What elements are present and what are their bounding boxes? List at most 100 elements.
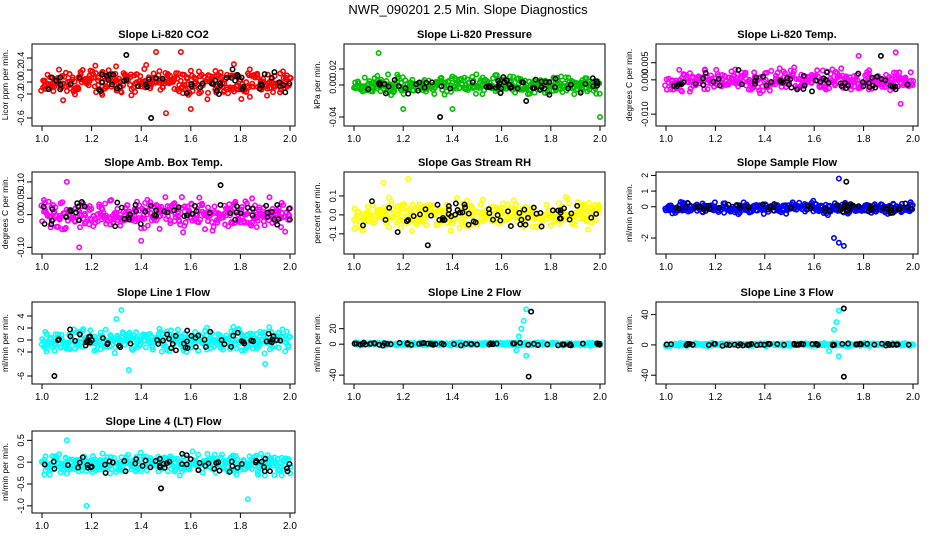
data-point — [225, 223, 232, 230]
data-point — [181, 203, 188, 210]
outlier-point — [830, 235, 837, 242]
data-point — [388, 198, 395, 205]
reference-point — [461, 201, 468, 208]
data-point — [566, 200, 573, 207]
y-axis-label: Licor ppm per min. — [0, 50, 10, 120]
reference-point — [519, 79, 526, 86]
data-point — [760, 210, 767, 217]
x-tick-label: 1.2 — [396, 262, 410, 273]
outlier-point — [217, 182, 224, 189]
data-point — [156, 325, 163, 332]
y-tick-label: 4 — [16, 313, 26, 318]
outlier-point — [163, 110, 170, 117]
plot-frame — [655, 43, 919, 127]
data-point — [60, 97, 67, 104]
reference-point — [229, 463, 236, 470]
reference-point — [496, 80, 503, 87]
reference-point — [196, 460, 203, 466]
reference-point — [765, 206, 772, 213]
reference-point — [706, 202, 712, 209]
data-point — [47, 224, 54, 231]
data-point — [254, 469, 261, 476]
x-tick-label: 1.4 — [134, 262, 148, 273]
data-point — [246, 66, 253, 73]
data-point — [838, 65, 845, 72]
data-point — [118, 89, 125, 96]
y-tick-label: 0.1 — [328, 190, 338, 203]
reference-point — [263, 202, 270, 209]
reference-point — [870, 82, 876, 89]
y-tick-label: 0.00 — [328, 76, 338, 94]
reference-point — [759, 201, 766, 208]
reference-point — [238, 338, 245, 345]
reference-point — [532, 76, 539, 83]
reference-point — [546, 79, 553, 86]
reference-point — [434, 201, 441, 208]
x-tick-label: 1.4 — [134, 521, 148, 532]
data-point — [197, 216, 204, 223]
x-tick-label: 1.4 — [445, 262, 459, 273]
reference-point — [160, 337, 166, 344]
reference-point — [525, 214, 531, 221]
data-point — [477, 201, 484, 208]
data-point — [595, 201, 602, 208]
reference-point — [360, 222, 366, 229]
data-point — [452, 85, 459, 92]
y-axis-label: kPa per min. — [312, 61, 322, 109]
x-tick-label: 1.8 — [857, 392, 871, 403]
data-point — [275, 344, 282, 351]
reference-point — [148, 202, 154, 209]
reference-point — [109, 459, 116, 466]
reference-point — [507, 223, 514, 230]
reference-point — [410, 213, 417, 220]
reference-point — [133, 456, 140, 462]
reference-point — [735, 66, 742, 73]
data-point — [264, 92, 271, 99]
data-point — [431, 90, 438, 97]
reference-point — [261, 464, 267, 471]
data-point — [910, 341, 917, 348]
reference-point — [505, 208, 511, 215]
reference-point — [555, 342, 561, 349]
reference-point — [745, 342, 751, 348]
data-point — [79, 67, 86, 74]
data-point — [137, 73, 144, 80]
reference-point — [75, 464, 82, 471]
data-point — [147, 455, 154, 462]
data-point — [124, 202, 131, 209]
x-tick-label: 1.0 — [35, 262, 49, 273]
data-point — [184, 74, 191, 81]
data-point — [182, 219, 189, 226]
reference-point — [542, 79, 549, 86]
reference-point — [104, 341, 111, 348]
x-tick-label: 2.0 — [593, 262, 607, 273]
data-point — [208, 218, 215, 225]
data-point — [246, 461, 253, 468]
reference-point — [416, 79, 423, 86]
reference-point — [201, 336, 208, 343]
data-point — [66, 71, 73, 78]
y-tick-label: 0.2 — [16, 64, 26, 77]
data-point — [137, 341, 144, 348]
outlier-point — [528, 308, 535, 315]
data-point — [248, 465, 255, 472]
reference-point — [367, 340, 374, 347]
reference-point — [76, 331, 83, 338]
data-point — [351, 205, 358, 212]
x-tick-label: 1.8 — [233, 521, 247, 532]
reference-point — [892, 83, 899, 90]
data-point — [596, 90, 603, 97]
reference-point — [760, 73, 767, 80]
data-point — [476, 84, 483, 91]
reference-point — [567, 81, 574, 88]
y-tick-label: 0.05 — [16, 190, 26, 208]
reference-point — [794, 86, 801, 93]
reference-point — [217, 201, 224, 208]
data-point — [231, 329, 238, 336]
reference-point — [538, 223, 545, 230]
data-point — [166, 72, 173, 79]
outlier-point — [840, 242, 847, 249]
data-point — [866, 67, 873, 74]
reference-point — [161, 208, 168, 215]
reference-point — [843, 85, 849, 92]
